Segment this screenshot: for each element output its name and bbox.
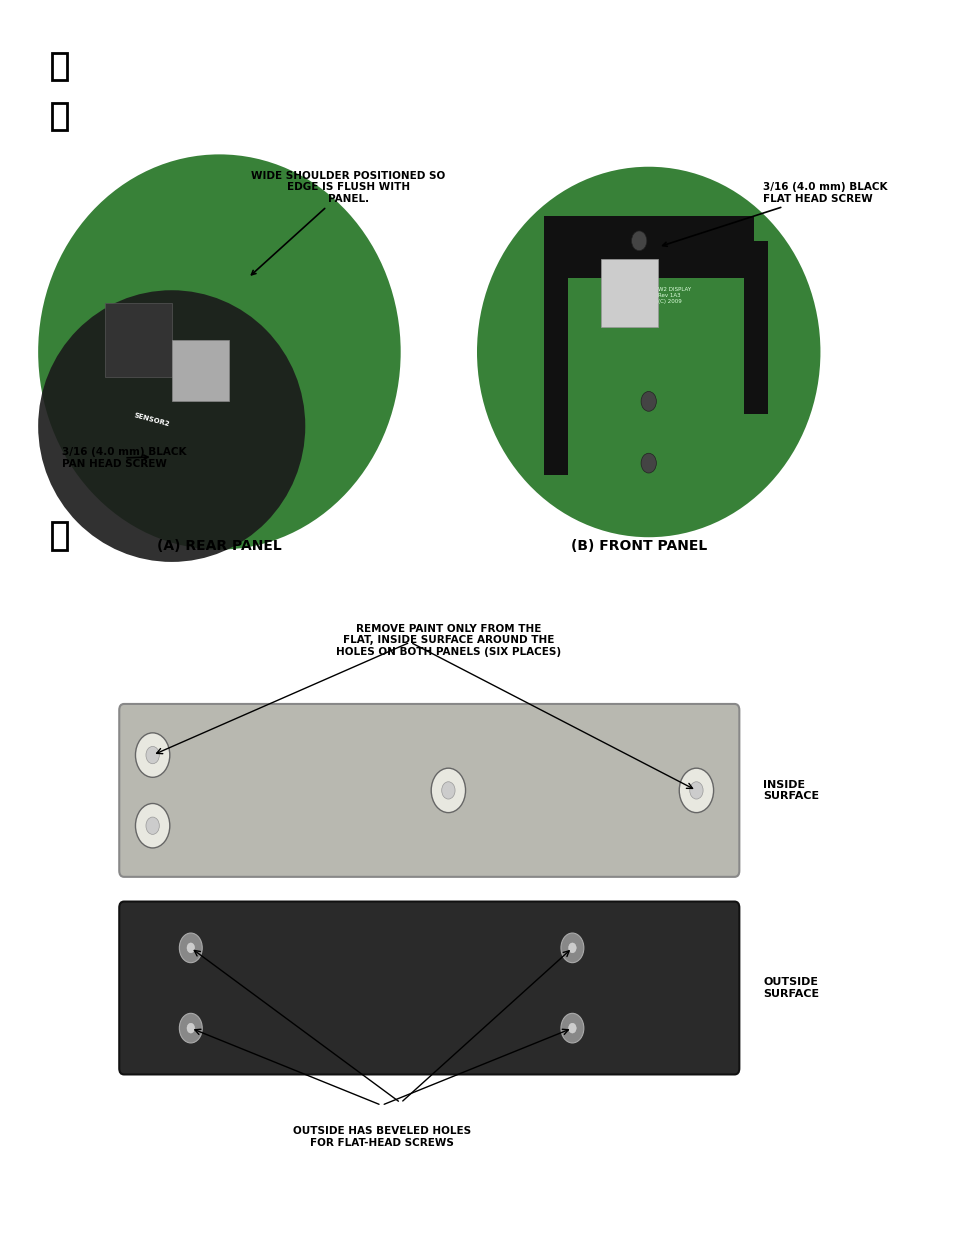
Bar bbox=[600, 259, 658, 327]
Circle shape bbox=[560, 1013, 583, 1042]
Circle shape bbox=[146, 746, 159, 763]
Circle shape bbox=[135, 804, 170, 848]
Bar bbox=[543, 216, 753, 278]
Circle shape bbox=[431, 768, 465, 813]
Text: OUTSIDE
SURFACE: OUTSIDE SURFACE bbox=[762, 977, 819, 999]
Bar bbox=[743, 241, 767, 414]
Circle shape bbox=[631, 231, 646, 251]
Bar bbox=[543, 253, 567, 475]
Ellipse shape bbox=[476, 167, 820, 537]
Circle shape bbox=[679, 768, 713, 813]
Circle shape bbox=[640, 391, 656, 411]
FancyBboxPatch shape bbox=[119, 902, 739, 1074]
Circle shape bbox=[689, 782, 702, 799]
Circle shape bbox=[560, 934, 583, 963]
Ellipse shape bbox=[38, 290, 305, 562]
Circle shape bbox=[441, 782, 455, 799]
Circle shape bbox=[179, 934, 202, 963]
Circle shape bbox=[135, 732, 170, 777]
Bar bbox=[52, 103, 67, 130]
Bar bbox=[52, 53, 67, 80]
Bar bbox=[105, 303, 172, 377]
Bar bbox=[52, 522, 67, 550]
Text: 3/16 (4.0 mm) BLACK
PAN HEAD SCREW: 3/16 (4.0 mm) BLACK PAN HEAD SCREW bbox=[62, 447, 187, 468]
Bar bbox=[172, 340, 229, 401]
Text: INSIDE
SURFACE: INSIDE SURFACE bbox=[762, 779, 819, 802]
Text: REMOVE PAINT ONLY FROM THE
FLAT, INSIDE SURFACE AROUND THE
HOLES ON BOTH PANELS : REMOVE PAINT ONLY FROM THE FLAT, INSIDE … bbox=[335, 624, 560, 657]
Circle shape bbox=[640, 453, 656, 473]
Circle shape bbox=[179, 1013, 202, 1042]
Text: OUTSIDE HAS BEVELED HOLES
FOR FLAT-HEAD SCREWS: OUTSIDE HAS BEVELED HOLES FOR FLAT-HEAD … bbox=[293, 1126, 470, 1147]
Ellipse shape bbox=[38, 154, 400, 550]
Text: WIDE SHOULDER POSITIONED SO
EDGE IS FLUSH WITH
PANEL.: WIDE SHOULDER POSITIONED SO EDGE IS FLUS… bbox=[251, 170, 445, 274]
Text: 3/16 (4.0 mm) BLACK
FLAT HEAD SCREW: 3/16 (4.0 mm) BLACK FLAT HEAD SCREW bbox=[662, 183, 887, 246]
Text: (B) FRONT PANEL: (B) FRONT PANEL bbox=[571, 538, 706, 553]
Text: (A) REAR PANEL: (A) REAR PANEL bbox=[157, 538, 281, 553]
Circle shape bbox=[568, 944, 576, 953]
FancyBboxPatch shape bbox=[119, 704, 739, 877]
Circle shape bbox=[187, 944, 194, 953]
Text: W2 DISPLAY
Rev 1A3
(C) 2009: W2 DISPLAY Rev 1A3 (C) 2009 bbox=[658, 287, 691, 304]
Circle shape bbox=[146, 818, 159, 835]
Circle shape bbox=[568, 1023, 576, 1032]
Circle shape bbox=[187, 1023, 194, 1032]
Text: SENSOR2: SENSOR2 bbox=[133, 411, 171, 427]
